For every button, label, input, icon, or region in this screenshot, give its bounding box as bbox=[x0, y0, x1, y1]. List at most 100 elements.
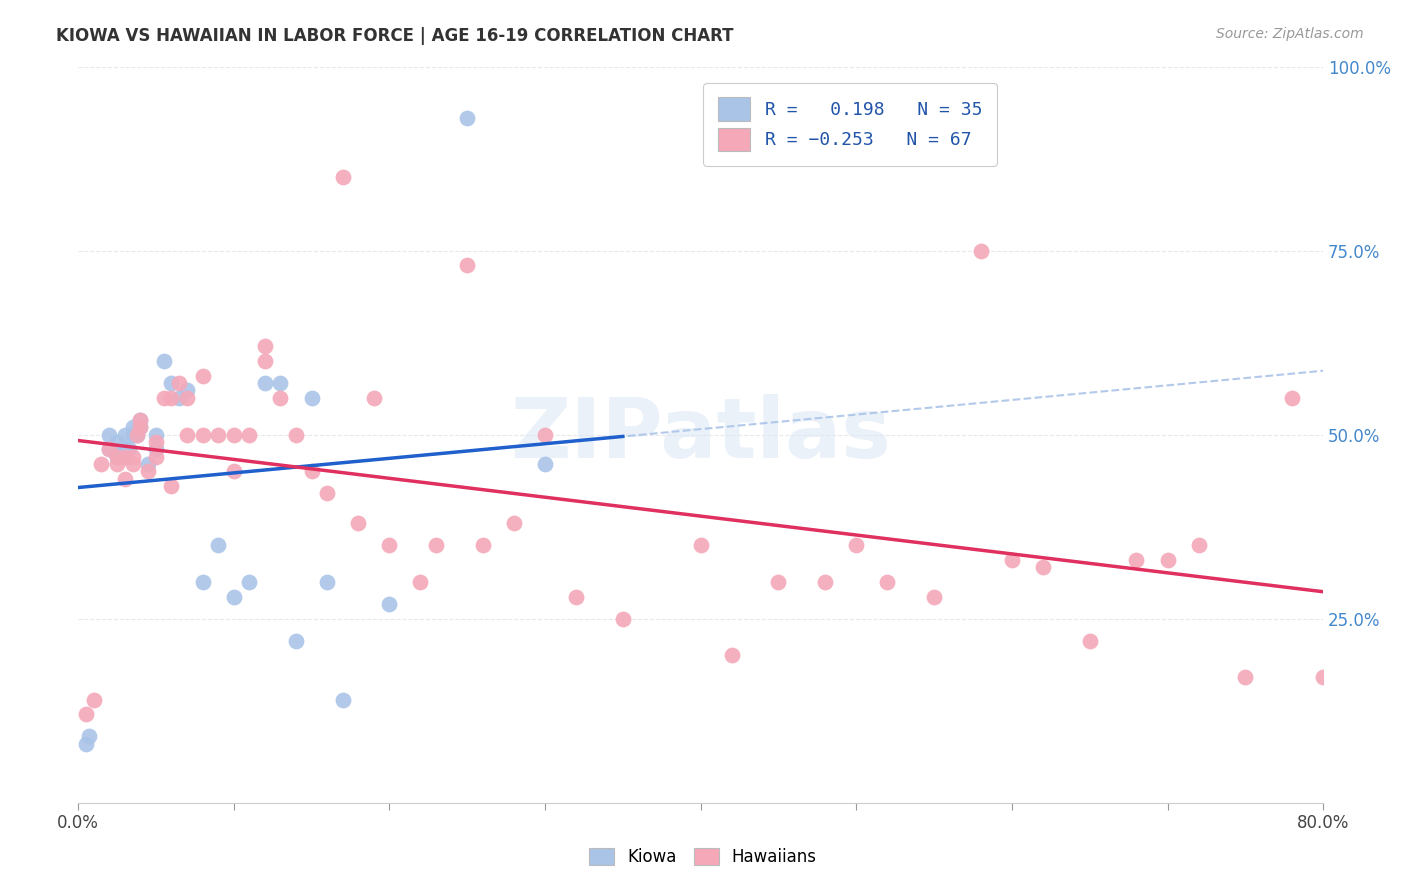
Point bbox=[316, 486, 339, 500]
Point bbox=[127, 427, 149, 442]
Legend: R =   0.198   N = 35, R = −0.253   N = 67: R = 0.198 N = 35, R = −0.253 N = 67 bbox=[703, 83, 997, 166]
Point bbox=[83, 692, 105, 706]
Point bbox=[720, 648, 742, 663]
Point bbox=[1078, 633, 1101, 648]
Legend: Kiowa, Hawaiians: Kiowa, Hawaiians bbox=[581, 840, 825, 875]
Point bbox=[121, 427, 143, 442]
Point bbox=[534, 427, 557, 442]
Point bbox=[222, 464, 245, 478]
Point bbox=[129, 420, 152, 434]
Point bbox=[136, 457, 159, 471]
Point bbox=[191, 574, 214, 589]
Point bbox=[114, 450, 136, 464]
Point bbox=[1389, 685, 1406, 699]
Point bbox=[238, 574, 260, 589]
Point bbox=[1001, 552, 1024, 566]
Point bbox=[253, 354, 276, 368]
Point bbox=[301, 391, 323, 405]
Point bbox=[1032, 560, 1054, 574]
Point bbox=[1281, 391, 1303, 405]
Point bbox=[145, 450, 167, 464]
Point bbox=[1234, 671, 1257, 685]
Point bbox=[363, 391, 385, 405]
Point bbox=[98, 427, 121, 442]
Point bbox=[269, 391, 291, 405]
Point bbox=[845, 538, 868, 552]
Point bbox=[1343, 633, 1365, 648]
Point bbox=[98, 442, 121, 457]
Point bbox=[75, 707, 97, 722]
Point bbox=[127, 427, 149, 442]
Point bbox=[152, 391, 174, 405]
Point bbox=[238, 427, 260, 442]
Point bbox=[922, 590, 945, 604]
Point bbox=[191, 368, 214, 383]
Point bbox=[105, 434, 128, 449]
Point bbox=[534, 457, 557, 471]
Point bbox=[169, 391, 191, 405]
Point bbox=[98, 442, 121, 457]
Point bbox=[222, 427, 245, 442]
Point bbox=[814, 574, 837, 589]
Point bbox=[207, 538, 229, 552]
Point bbox=[118, 442, 141, 457]
Point bbox=[471, 538, 494, 552]
Point bbox=[1312, 671, 1334, 685]
Point bbox=[565, 590, 588, 604]
Point bbox=[105, 457, 128, 471]
Point bbox=[456, 111, 478, 125]
Point bbox=[1188, 538, 1211, 552]
Point bbox=[269, 376, 291, 390]
Point bbox=[145, 434, 167, 449]
Point bbox=[152, 354, 174, 368]
Point bbox=[105, 450, 128, 464]
Text: KIOWA VS HAWAIIAN IN LABOR FORCE | AGE 16-19 CORRELATION CHART: KIOWA VS HAWAIIAN IN LABOR FORCE | AGE 1… bbox=[56, 27, 734, 45]
Point bbox=[768, 574, 790, 589]
Point bbox=[176, 384, 198, 398]
Point bbox=[176, 427, 198, 442]
Point bbox=[114, 427, 136, 442]
Point bbox=[160, 479, 183, 493]
Point bbox=[316, 574, 339, 589]
Point bbox=[689, 538, 711, 552]
Point bbox=[105, 450, 128, 464]
Point bbox=[301, 464, 323, 478]
Point bbox=[129, 413, 152, 427]
Point bbox=[612, 611, 634, 625]
Point bbox=[160, 391, 183, 405]
Point bbox=[347, 516, 370, 530]
Point bbox=[332, 169, 354, 184]
Point bbox=[169, 376, 191, 390]
Point bbox=[1156, 552, 1178, 566]
Point bbox=[90, 457, 112, 471]
Point bbox=[176, 391, 198, 405]
Point bbox=[129, 413, 152, 427]
Point bbox=[145, 442, 167, 457]
Point bbox=[129, 420, 152, 434]
Point bbox=[222, 590, 245, 604]
Point bbox=[191, 427, 214, 442]
Point bbox=[75, 737, 97, 751]
Point bbox=[425, 538, 447, 552]
Point bbox=[285, 427, 308, 442]
Point bbox=[876, 574, 898, 589]
Point bbox=[502, 516, 524, 530]
Point bbox=[121, 420, 143, 434]
Point bbox=[378, 538, 401, 552]
Point bbox=[409, 574, 432, 589]
Point bbox=[207, 427, 229, 442]
Point bbox=[456, 258, 478, 272]
Text: Source: ZipAtlas.com: Source: ZipAtlas.com bbox=[1216, 27, 1364, 41]
Point bbox=[378, 597, 401, 611]
Point bbox=[145, 427, 167, 442]
Point bbox=[114, 450, 136, 464]
Point bbox=[160, 376, 183, 390]
Point bbox=[253, 376, 276, 390]
Point bbox=[970, 244, 993, 258]
Point bbox=[253, 339, 276, 353]
Point bbox=[121, 457, 143, 471]
Point bbox=[332, 692, 354, 706]
Point bbox=[77, 730, 100, 744]
Point bbox=[114, 472, 136, 486]
Text: ZIPatlas: ZIPatlas bbox=[510, 394, 891, 475]
